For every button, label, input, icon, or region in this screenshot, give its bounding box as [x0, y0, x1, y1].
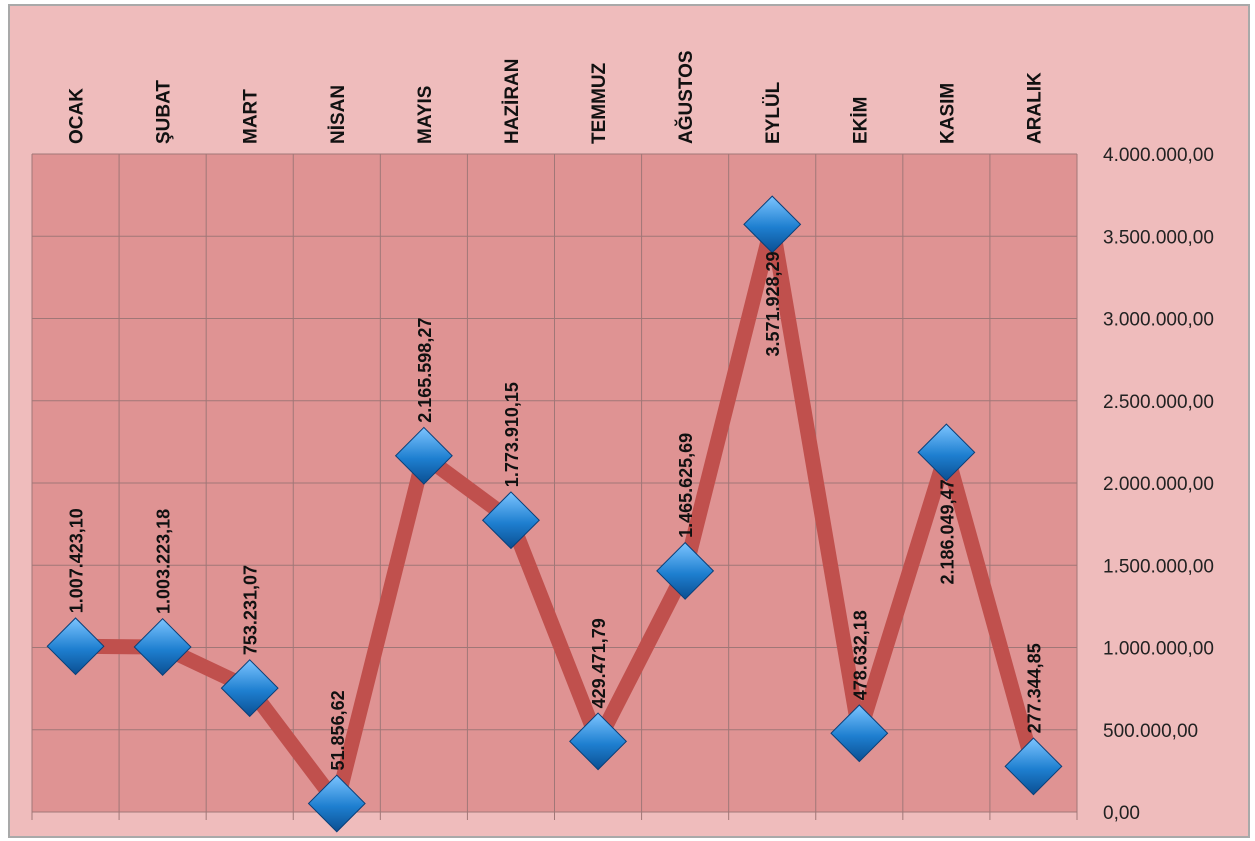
- x-tick-label: EKİM: [850, 97, 871, 145]
- x-tick-label: EYLÜL: [763, 81, 784, 144]
- x-tick-label: HAZİRAN: [502, 58, 523, 144]
- data-label: 1.007.423,10: [67, 508, 87, 613]
- data-label: 753.231,07: [241, 565, 261, 655]
- y-tick-label: 0,00: [1103, 803, 1140, 824]
- data-point: [743, 195, 802, 254]
- data-label: 2.186.049,47: [937, 479, 957, 584]
- data-point: [394, 426, 453, 485]
- data-label: 2.165.598,27: [415, 318, 435, 423]
- data-point: [569, 712, 628, 771]
- data-label: 1.465.625,69: [676, 433, 696, 538]
- line-chart: OCAK ŞUBAT MART NİSAN MAYIS HAZİRAN TEMMUZ AĞUS…: [31, 50, 1214, 833]
- x-tick-label: ŞUBAT: [154, 80, 175, 144]
- y-tick-label: 4.000.000,00: [1103, 145, 1214, 166]
- x-tick-label: TEMMUZ: [589, 62, 610, 144]
- data-point: [307, 774, 366, 833]
- data-point: [481, 491, 540, 550]
- y-tick-label: 500.000,00: [1103, 721, 1198, 742]
- x-tick-label: MAYIS: [415, 86, 436, 144]
- x-tick-label: AĞUSTOS: [675, 50, 697, 144]
- x-tick-label: NİSAN: [328, 85, 349, 144]
- x-tick-label: MART: [241, 89, 262, 144]
- data-label: 429.471,79: [589, 618, 609, 708]
- data-labels: 1.007.423,10 1.003.223,18 753.231,07 51.856…: [67, 251, 1045, 770]
- y-tick-label: 3.000.000,00: [1103, 310, 1214, 331]
- data-label: 51.856,62: [328, 690, 348, 770]
- data-point: [220, 659, 279, 718]
- chart-area: OCAK ŞUBAT MART NİSAN MAYIS HAZİRAN TEMMUZ AĞUS…: [8, 4, 1250, 838]
- y-tick-label: 1.000.000,00: [1103, 639, 1214, 660]
- data-label: 277.344,85: [1024, 643, 1044, 733]
- data-point: [830, 704, 889, 763]
- y-tick-label: 1.500.000,00: [1103, 556, 1214, 577]
- data-point: [656, 541, 715, 600]
- x-tick-label: ARALIK: [1024, 72, 1045, 144]
- y-tick-label: 2.000.000,00: [1103, 474, 1214, 495]
- x-axis-labels: OCAK ŞUBAT MART NİSAN MAYIS HAZİRAN TEMMUZ AĞUS…: [67, 50, 1046, 144]
- y-axis-labels: 0,00 500.000,00 1.000.000,00 1.500.000,00 2.…: [1103, 145, 1214, 824]
- data-point: [133, 617, 192, 676]
- y-tick-label: 2.500.000,00: [1103, 392, 1214, 413]
- data-point: [917, 423, 976, 482]
- data-label: 1.003.223,18: [154, 509, 174, 614]
- x-tick-label: KASIM: [937, 83, 958, 144]
- data-label: 3.571.928,29: [763, 251, 783, 356]
- data-markers: [46, 195, 1063, 833]
- data-point: [46, 617, 105, 676]
- data-label: 478.632,18: [850, 610, 870, 700]
- y-tick-label: 3.500.000,00: [1103, 227, 1214, 248]
- x-tick-label: OCAK: [67, 88, 88, 144]
- data-label: 1.773.910,15: [502, 382, 522, 487]
- data-point: [1004, 737, 1063, 796]
